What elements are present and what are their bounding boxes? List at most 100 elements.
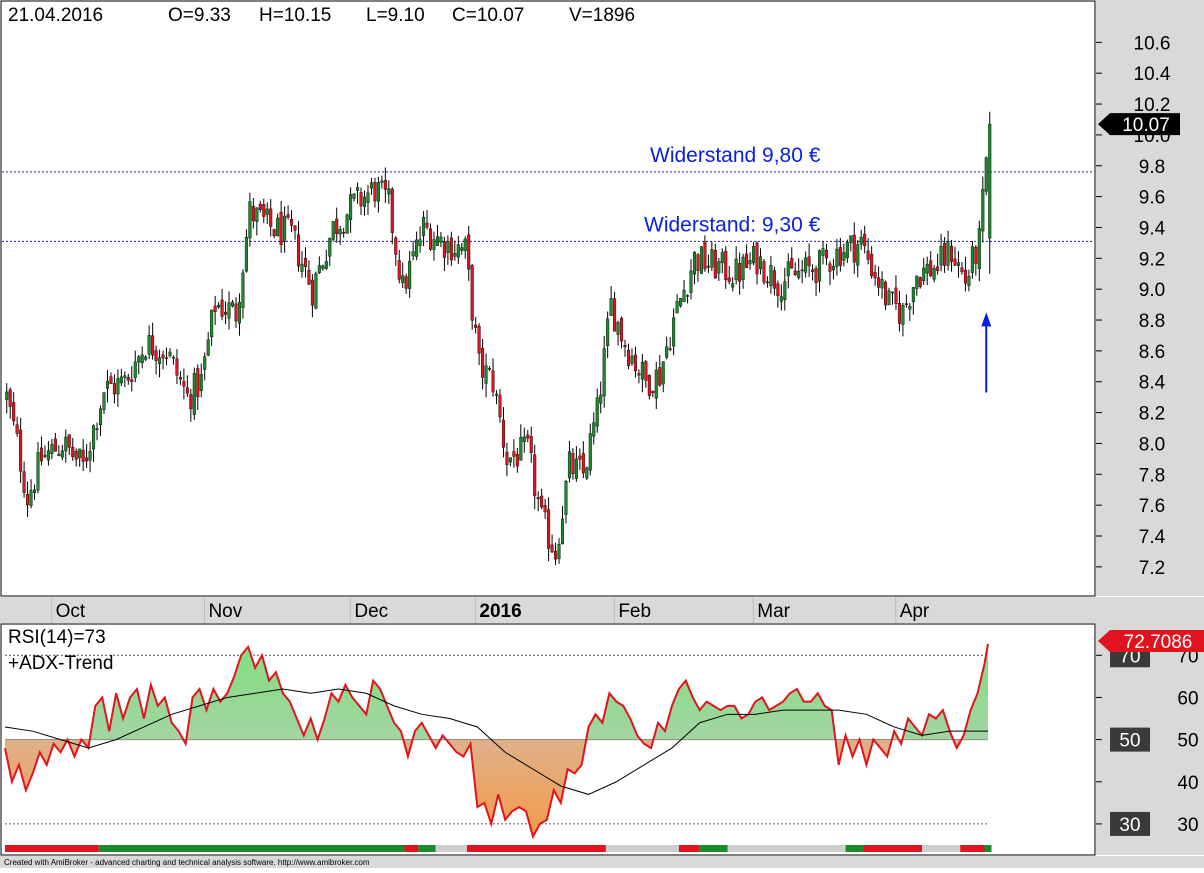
candle-up [283, 216, 287, 242]
candle-up [276, 217, 280, 237]
candle-down [467, 234, 471, 270]
candle-up [779, 296, 783, 302]
candle-up [439, 236, 443, 243]
candle-down [151, 335, 155, 356]
trend-segment [845, 845, 863, 852]
candle-down [505, 451, 509, 465]
candle-up [453, 253, 457, 257]
candle-up [199, 374, 203, 391]
candle-down [790, 257, 794, 269]
candle-down [390, 188, 394, 233]
trend-segment [699, 845, 728, 852]
candle-up [401, 275, 405, 283]
candle-up [741, 256, 745, 280]
trend-segment [466, 845, 606, 852]
candle-down [745, 253, 749, 268]
candle-up [988, 123, 992, 239]
candle-up [50, 444, 54, 454]
candle-up [230, 301, 235, 307]
candle-up [679, 298, 683, 307]
candle-down [109, 376, 113, 384]
candle-up [432, 239, 436, 250]
candle-up [564, 481, 568, 515]
candle-up [522, 436, 526, 442]
candle-up [786, 261, 790, 277]
candle-down [342, 232, 346, 234]
candle-down [578, 455, 582, 460]
candle-down [404, 276, 408, 289]
candle-up [689, 270, 693, 293]
candle-up [616, 322, 620, 335]
candle-up [460, 247, 464, 251]
candle-down [154, 350, 158, 361]
candle-up [314, 273, 318, 309]
candle-down [644, 361, 648, 381]
candle-down [397, 260, 401, 280]
candle-up [984, 157, 988, 192]
rsi-fill-above [89, 643, 988, 740]
candle-down [175, 358, 179, 376]
candle-down [196, 368, 200, 397]
candle-down [488, 368, 492, 370]
candle-down [953, 258, 957, 266]
candle-down [279, 211, 283, 246]
candle-up [845, 242, 849, 259]
candle-down [554, 550, 558, 560]
candle-up [328, 238, 332, 257]
candle-down [286, 214, 290, 218]
candle-down [19, 429, 23, 472]
candle-up [116, 378, 120, 395]
candle-up [675, 301, 679, 314]
candle-down [178, 376, 182, 380]
candle-down [529, 436, 533, 453]
candle-up [33, 489, 37, 493]
rsi-tick-label: 60 [1177, 688, 1198, 709]
header-close: C=10.07 [452, 5, 524, 26]
price-panel-border [0, 0, 1096, 597]
price-tick-label: 9.6 [1139, 188, 1165, 209]
candle-up [456, 244, 460, 258]
candle-up [925, 263, 929, 274]
candle-down [515, 454, 519, 467]
candle-down [936, 266, 940, 271]
candle-up [835, 248, 839, 267]
candle-up [380, 180, 384, 183]
candle-up [317, 265, 321, 274]
candle-down [470, 265, 474, 321]
candle-up [880, 279, 884, 289]
rsi-title: RSI(14)=73 [8, 627, 106, 648]
candle-down [303, 257, 307, 267]
candle-up [415, 239, 419, 257]
candle-down [536, 497, 540, 500]
candle-up [977, 228, 981, 269]
rsi-line [4, 643, 989, 840]
candle-up [210, 309, 214, 338]
candle-down [220, 299, 224, 317]
candle-down [762, 261, 766, 283]
candle-up [797, 271, 801, 278]
candle-down [234, 303, 238, 322]
candle-up [588, 433, 592, 471]
candle-up [203, 356, 207, 370]
candle-up [699, 246, 703, 274]
candle-up [102, 392, 106, 410]
candle-down [814, 268, 818, 283]
candle-down [550, 544, 554, 553]
candle-down [800, 269, 804, 272]
month-label: Mar [757, 601, 790, 622]
month-label: Oct [56, 601, 86, 622]
last-price-marker: 10.07 [1098, 113, 1180, 136]
signal-arrow [981, 312, 992, 393]
candle-up [901, 305, 905, 325]
candle-down [647, 375, 651, 396]
candle-up [842, 252, 846, 261]
rsi-level-label: 30 [1119, 815, 1140, 836]
month-label: Apr [900, 601, 930, 622]
candle-down [501, 419, 505, 448]
candle-up [408, 260, 412, 289]
candle-down [713, 249, 717, 279]
candle-up [981, 188, 985, 232]
trend-segment [678, 845, 700, 852]
candle-down [863, 233, 867, 246]
